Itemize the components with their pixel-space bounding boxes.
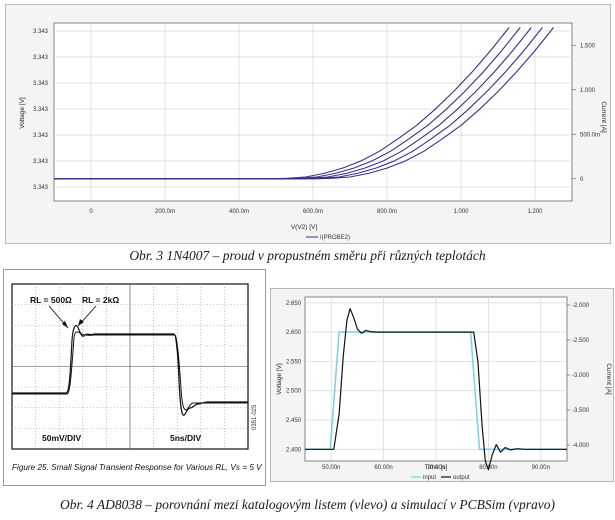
figure-3-caption: Obr. 3 1N4007 – proud v propustném směru… (129, 248, 486, 263)
figure-3-y-left-tick: 3.343 (33, 185, 49, 191)
figure-3-y-left-tick: 3.343 (33, 29, 49, 35)
figure-4-x-tick: 50.00n (322, 465, 340, 471)
scope-vertical-scale: 50mV/DIV (42, 433, 82, 443)
figure-4-caption: Obr. 4 AD8038 – porovnání mezi katalogov… (60, 497, 555, 512)
figure-3-x-tick: 0 (89, 209, 93, 215)
figure-4-y-left-tick: 2.500 (286, 389, 302, 395)
figure-4-y-right-label: Current [A] (605, 363, 612, 395)
figure-3-series-2 (54, 27, 543, 180)
figure-3-series-1 (54, 27, 554, 180)
figure-4-series-output (305, 308, 567, 471)
figure-4-y-left-tick: 2.650 (286, 301, 302, 307)
figure-4-x-tick: 70.00n (427, 465, 445, 471)
legend-output-label: output (453, 475, 470, 481)
annotation-rl-2k: RL = 2kΩ (82, 295, 119, 305)
figure-4-y-left-tick: 2.400 (286, 447, 302, 453)
datasheet-figure-code: 0351-025 (252, 404, 258, 430)
figure-3-y-right-tick: 1.500 (580, 43, 596, 49)
figure-4-datasheet-panel: RL = 500Ω RL = 2kΩ 50mV/DIV 5ns/DIV 0351… (3, 269, 266, 486)
figure-3-x-tick: 400.0m (229, 209, 249, 215)
figure-4-y-right-tick: -3.500 (572, 408, 590, 414)
figure-3-legend-label: I(PROBE2) (320, 235, 350, 241)
figure-3-y-right-tick: 1.000 (580, 88, 596, 94)
figure-3-y-left-tick: 3.343 (33, 133, 49, 139)
figure-4-y-left-tick: 2.550 (286, 359, 302, 365)
figure-3-y-left-tick: 3.343 (33, 55, 49, 61)
figure-4-x-axis-label: Time [s] (425, 464, 448, 471)
figure-4-y-left-label: Voltage [V] (276, 363, 283, 395)
figure-4-simulation-panel: 50.00n 60.00n 70.00n 80.00n 90.00n 2.650 2.60… (270, 288, 614, 482)
figure-4-y-right-tick: -3.000 (572, 373, 590, 379)
scope-time-scale: 5ns/DIV (170, 433, 202, 443)
figure-4-x-tick: 90.00n (532, 465, 550, 471)
figure-4-x-tick: 60.00n (374, 465, 392, 471)
figure-3-y-left-label: Voltage [V] (19, 97, 26, 129)
figure-4-x-tick: 80.00n (479, 465, 497, 471)
figure-4-simulation-chart: 50.00n 60.00n 70.00n 80.00n 90.00n 2.650 2.60… (276, 296, 612, 481)
figure-3-x-axis-label: V(V2) [V] (291, 224, 318, 231)
annotation-arrowhead-rl-500 (62, 321, 68, 328)
figure-4-y-right-tick: -2.500 (572, 338, 590, 344)
figure-3-x-tick: 1.200 (527, 209, 543, 215)
figure-4-y-right-tick: -2.000 (572, 303, 590, 309)
figure-3-x-tick: 1.000 (453, 209, 469, 215)
figure-3-x-tick: 600.0m (303, 209, 323, 215)
datasheet-figure-caption: Figure 25. Small Signal Transient Respon… (12, 463, 263, 472)
figure-3-y-left-tick: 3.343 (33, 81, 49, 87)
annotation-rl-500: RL = 500Ω (30, 295, 72, 305)
annotation-arrowhead-rl-2k (78, 319, 84, 326)
figure-4-y-left-tick: 2.450 (286, 418, 302, 424)
figure-3-y-right-tick: 0 (580, 177, 584, 183)
figure-3-y-left-tick: 3.343 (33, 107, 49, 113)
figure-3-x-tick: 800.0m (377, 209, 397, 215)
figure-3-chart: 0 200.0m 400.0m 600.0m 800.0m 1.000 1.200 3.34… (19, 22, 607, 241)
figure-3-y-right-label: Current [A] (600, 101, 607, 133)
figure-4-y-right-tick: -4.000 (572, 443, 590, 449)
legend-input-label: input (423, 475, 436, 481)
figure-3-y-right-tick: 500.0m (580, 132, 600, 138)
scope-trace-rl-500 (12, 324, 248, 416)
datasheet-scope-figure: RL = 500Ω RL = 2kΩ 50mV/DIV 5ns/DIV 0351… (11, 283, 263, 472)
figure-3-panel: 0 200.0m 400.0m 600.0m 800.0m 1.000 1.200 3.34… (5, 4, 611, 244)
scope-trace-rl-2k (12, 331, 248, 411)
figure-3-y-left-tick: 3.343 (33, 159, 49, 165)
figure-3-series-5 (54, 27, 510, 180)
figure-4-y-left-tick: 2.600 (286, 330, 302, 336)
figure-3-x-tick: 200.0m (155, 209, 175, 215)
figure-3-series-4 (54, 27, 521, 180)
figure-3-series-3 (54, 27, 532, 180)
